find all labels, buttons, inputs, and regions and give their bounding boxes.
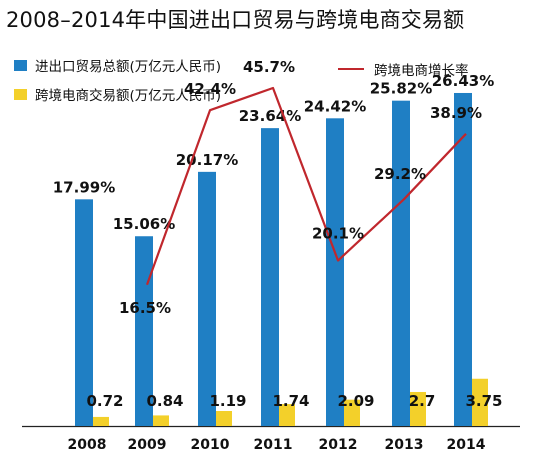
bar-ecommerce [279,404,295,426]
x-tick-label: 2013 [385,437,424,453]
growth-label: 29.2% [374,165,426,183]
growth-label: 16.5% [119,299,171,317]
bar-label-trade-total: 25.82% [370,80,432,98]
legend-item-growth: 跨境电商增长率 [338,59,469,79]
bar-label-ecommerce: 0.84 [146,392,183,410]
x-tick-label: 2012 [319,437,358,453]
bar-trade-total [326,118,344,427]
bar-ecommerce [410,391,426,426]
legend-item-trade-total: 进出口贸易总额(万亿元人民币) [14,55,221,75]
x-tick-label: 2009 [128,437,167,453]
bar-ecommerce [472,378,488,426]
bar-trade-total [454,92,472,427]
bar-label-ecommerce: 1.74 [272,392,309,410]
bar-label-ecommerce: 2.7 [409,392,436,410]
growth-label: 42.4% [184,80,236,98]
legend-item-ecommerce: 跨境电商交易额(万亿元人民币) [14,84,221,104]
growth-label: 38.9% [430,104,482,122]
bar-trade-total [75,199,93,426]
bar-ecommerce [344,399,360,426]
bar-label-trade-total: 23.64% [239,107,301,125]
bar-label-trade-total: 17.99% [53,178,115,196]
legend-label-trade-total: 进出口贸易总额(万亿元人民币) [35,59,222,75]
legend-label-ecommerce: 跨境电商交易额(万亿元人民币) [35,88,222,104]
bar-trade-total [198,171,216,426]
bar-label-trade-total: 26.43% [432,72,494,90]
legend-swatch-trade-total [14,59,27,71]
legend-label-growth: 跨境电商增长率 [374,63,469,79]
bar-trade-total [261,128,279,427]
chart-title: 2008–2014年中国进出口贸易与跨境电商交易额 [6,8,465,32]
x-tick-label: 2008 [68,437,107,453]
bar-ecommerce [93,416,109,426]
growth-label: 20.1% [312,225,364,243]
legend-swatch-growth [338,68,364,70]
growth-label: 45.7% [243,58,295,76]
x-tick-label: 2011 [254,437,293,453]
bar-label-ecommerce: 1.19 [209,392,246,410]
bar-label-trade-total: 15.06% [113,215,175,233]
bar-label-trade-total: 20.17% [176,151,238,169]
growth-line [145,86,467,286]
x-tick-label: 2014 [447,437,486,453]
x-tick-label: 2010 [191,437,230,453]
bar-label-ecommerce: 3.75 [465,392,502,410]
legend-swatch-ecommerce [14,88,27,100]
bar-label-ecommerce: 0.72 [86,392,123,410]
bar-ecommerce [216,411,232,426]
bar-label-trade-total: 24.42% [304,97,366,115]
bar-trade-total [392,100,410,426]
bar-label-ecommerce: 2.09 [337,392,374,410]
bar-ecommerce [153,415,169,426]
